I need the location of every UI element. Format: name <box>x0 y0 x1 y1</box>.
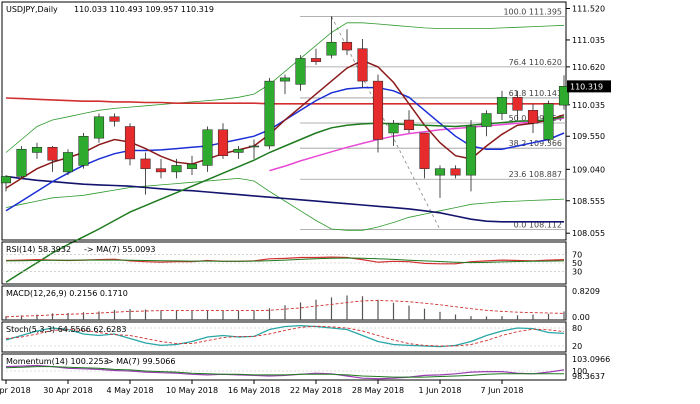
x-tick-label: 24 Apr 2018 <box>0 386 31 395</box>
moving-average-ma_navy <box>5 175 564 223</box>
candle-body <box>202 129 213 166</box>
stoch-tick-label: 80 <box>572 324 582 333</box>
rsi-tick-label: 50 <box>572 259 582 268</box>
rsi-tick-label: 70 <box>572 251 582 260</box>
price-tick-label: 108.555 <box>572 197 605 206</box>
macd-tick-label: 0.00 <box>572 313 590 322</box>
fib-level-label: 0.0 108.112 <box>514 220 562 229</box>
fib-level-label: 23.6 108.887 <box>509 170 562 179</box>
momentum-panel-frame <box>1 353 567 381</box>
x-tick-label: 7 Jun 2018 <box>480 386 523 395</box>
candle-body <box>372 80 384 140</box>
price-tick-label: 110.620 <box>572 63 605 72</box>
fib-level-label: 100.0 111.395 <box>503 8 562 17</box>
candle-body <box>450 168 461 176</box>
x-tick-label: 22 May 2018 <box>290 386 342 395</box>
candle-body <box>496 97 508 114</box>
price-tick-label: 111.035 <box>572 36 605 45</box>
candle-body <box>326 41 337 56</box>
fib-level-label: 76.4 110.620 <box>509 58 562 67</box>
fib-level-label: 61.8 110.141 <box>509 89 562 98</box>
candle-body <box>279 77 291 82</box>
current-price-box <box>567 80 611 93</box>
chart-instrument: USDJPY,Daily <box>6 5 58 14</box>
price-tick-label: 108.055 <box>572 229 605 238</box>
x-tick-label: 10 May 2018 <box>166 386 218 395</box>
candle-body <box>186 163 198 169</box>
macd-label: MACD(12,26,9) 0.2156 0.1710 <box>6 289 128 298</box>
x-tick-label: 30 Apr 2018 <box>43 386 92 395</box>
candle-body <box>140 158 151 169</box>
candle-body <box>62 152 74 173</box>
macd-panel-frame <box>1 285 567 321</box>
momentum-tick-label: 100 <box>572 367 587 376</box>
candle-body <box>310 58 322 62</box>
macd-signal-line <box>5 300 565 318</box>
candle-body <box>357 48 368 82</box>
fib-level-label: 38.2 109.366 <box>509 139 562 148</box>
rsi-ma-line <box>5 257 565 264</box>
current-price-label: 110.319 <box>570 82 603 91</box>
price-panel-frame <box>1 1 567 241</box>
candle-body <box>558 86 570 106</box>
rsi-ma-label: -> MA(7) 55.0093 <box>84 245 155 254</box>
momentum-ma-label: -> MA(7) 99.5066 <box>104 357 175 366</box>
candle-body <box>0 176 12 184</box>
price-tick-label: 109.550 <box>572 132 605 141</box>
x-tick-label: 4 May 2018 <box>106 386 153 395</box>
macd-tick-label: 0.8209 <box>572 287 600 296</box>
chart-ohlc: 110.033 110.493 109.957 110.319 <box>74 5 214 14</box>
momentum-ma-line <box>5 366 564 378</box>
candle-body <box>233 148 244 153</box>
candle-body <box>481 113 492 127</box>
stoch-label: Stoch(5,3,3) 64.5566 62.6283 <box>6 325 126 334</box>
candle-body <box>403 119 415 131</box>
moving-average-ma_pink <box>269 117 565 172</box>
rsi-tick-label: 30 <box>572 267 582 276</box>
stoch-panel-frame <box>1 321 567 353</box>
candle-body <box>465 126 477 176</box>
candle-body <box>93 116 105 139</box>
price-tick-label: 109.040 <box>572 165 605 174</box>
price-tick-label: 110.035 <box>572 101 605 110</box>
price-tick-label: 111.520 <box>572 4 605 13</box>
momentum-tick-label: 98.3637 <box>572 372 605 381</box>
momentum-tick-label: 103.0966 <box>572 355 610 364</box>
rsi-label: RSI(14) 58.3932 <box>6 245 71 254</box>
candle-body <box>264 80 275 147</box>
candle-body <box>78 135 89 166</box>
x-tick-label: 16 May 2018 <box>228 386 280 395</box>
candle-body <box>155 168 167 173</box>
candle-body <box>341 41 353 51</box>
candle-body <box>434 168 446 176</box>
candle-body <box>419 132 430 169</box>
stoch-tick-label: 20 <box>572 342 582 351</box>
candle-body <box>171 165 182 173</box>
x-tick-label: 28 May 2018 <box>352 386 404 395</box>
candle-body <box>248 145 260 148</box>
moving-average-ma_red <box>5 97 564 105</box>
stoch-d-line <box>5 325 565 347</box>
bollinger-upper-line <box>5 22 565 153</box>
candle-body <box>47 147 58 161</box>
candle-body <box>527 110 539 124</box>
candle-body <box>295 58 306 85</box>
candle-body <box>512 97 523 111</box>
stoch-k-line <box>5 324 565 348</box>
momentum-label: Momentum(14) 100.2253 <box>6 357 109 366</box>
candle-body <box>31 147 43 153</box>
candle-body <box>124 126 136 160</box>
candle-body <box>217 129 229 156</box>
x-tick-label: 1 Jun 2018 <box>418 386 461 395</box>
candle-body <box>16 148 27 177</box>
candle-body <box>388 123 399 134</box>
candle-body <box>109 116 120 122</box>
fib-connector-line <box>331 16 441 230</box>
candle-body <box>543 103 554 140</box>
bollinger-lower-line <box>5 177 565 231</box>
